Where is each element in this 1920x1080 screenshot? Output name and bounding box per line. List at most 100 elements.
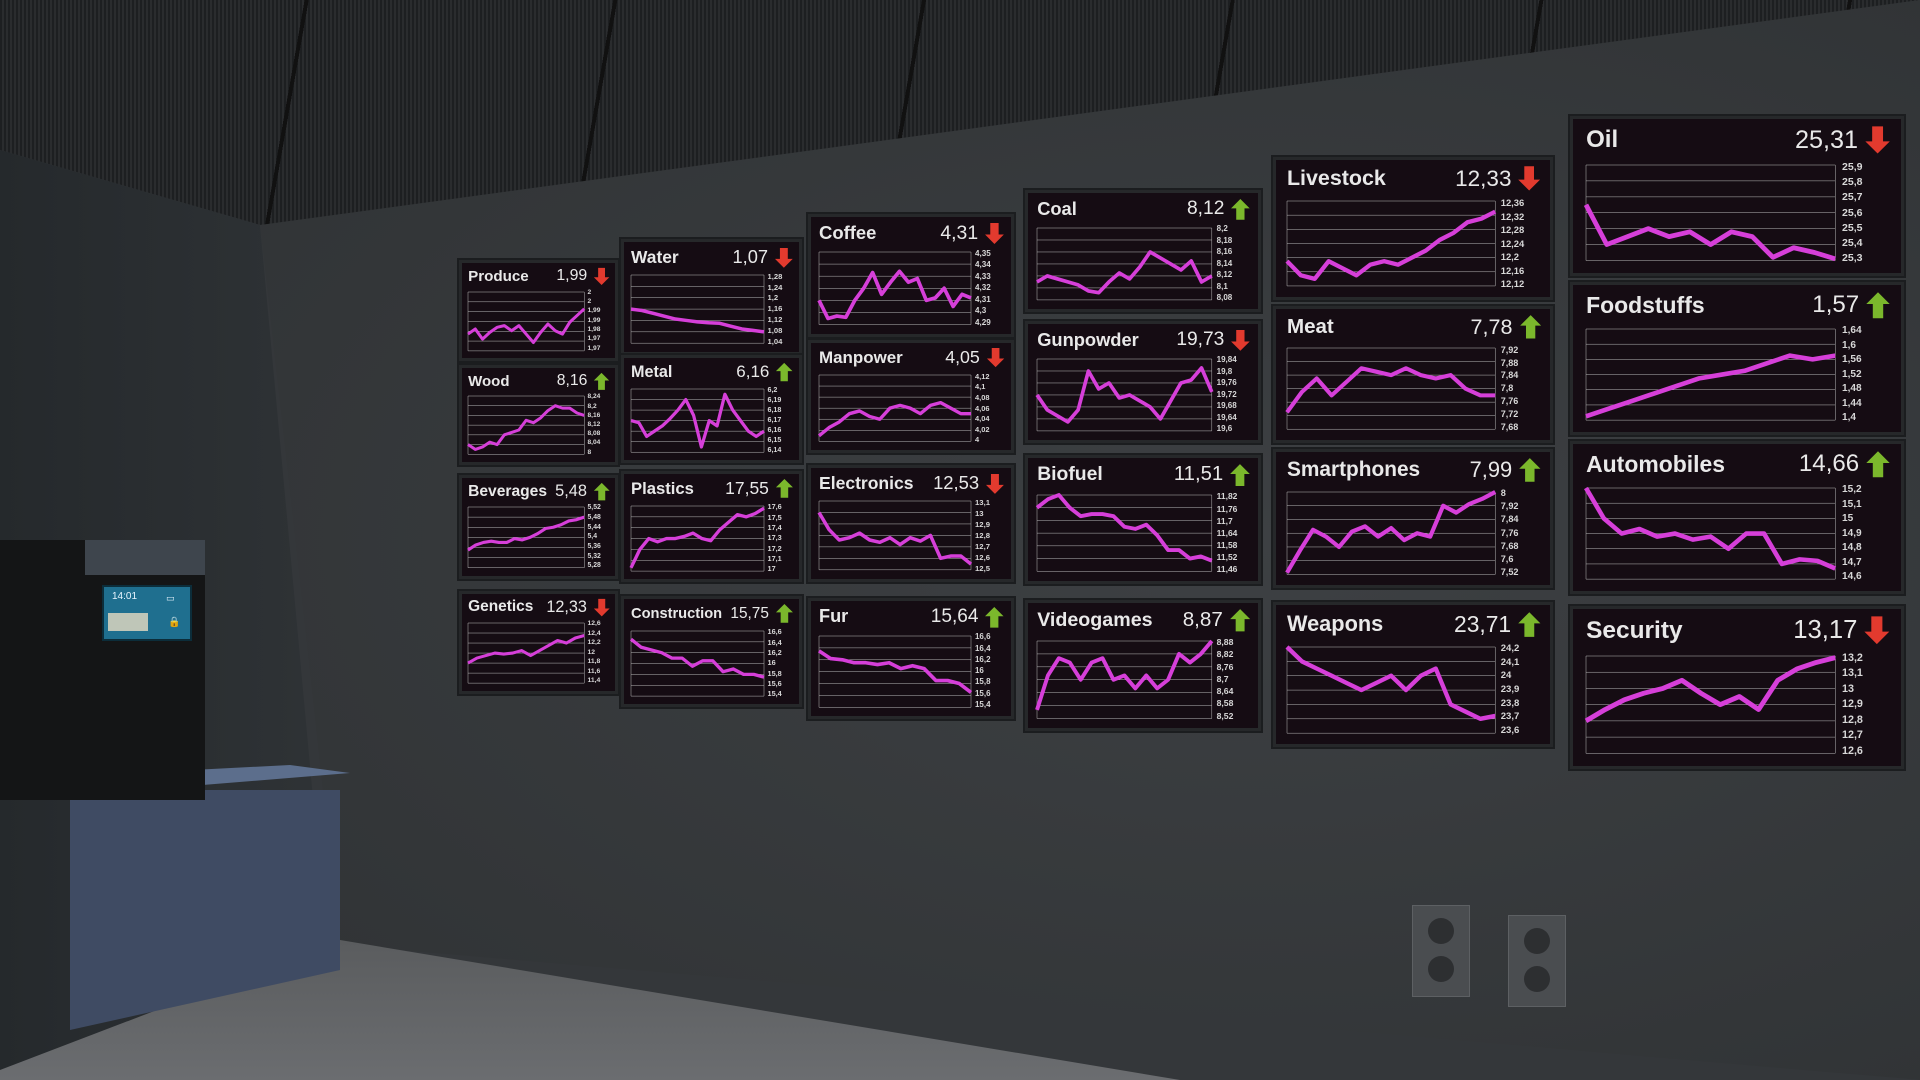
y-tick-label: 7,72 <box>1500 409 1519 420</box>
y-tick-label: 24 <box>1500 670 1512 682</box>
arrow-down-icon <box>1864 616 1890 645</box>
y-axis-ticks: 8,2 8,18 8,16 8,14 8,12 8,1 8,08 <box>1217 225 1254 302</box>
y-tick-label: 4 <box>975 435 980 445</box>
y-tick-label: 7,88 <box>1500 357 1519 368</box>
y-tick-label: 12,4 <box>587 629 601 637</box>
panel-header: Automobiles 14,66 <box>1586 450 1891 479</box>
commodity-name: Water <box>631 246 679 267</box>
y-tick-label: 11,52 <box>1216 551 1238 562</box>
kiosk-screen[interactable]: 14:01 ▭ 🔒 <box>102 585 192 641</box>
price-chart <box>1287 348 1495 429</box>
arrow-down-icon <box>1865 126 1890 154</box>
arrow-up-icon <box>775 604 793 623</box>
arrow-down-icon <box>1518 166 1541 191</box>
panel-header: Wood 8,16 <box>468 372 610 391</box>
arrow-up-icon <box>1231 198 1251 220</box>
commodity-panel-construction: Construction 15,75 16,6 16,4 16,2 16 15,8 15,… <box>621 596 802 707</box>
y-tick-label: 5,44 <box>587 523 601 531</box>
y-tick-label: 12,2 <box>1500 251 1520 263</box>
wall-outlet <box>1508 915 1566 1007</box>
y-tick-label: 13 <box>1841 682 1854 695</box>
y-tick-label: 16,6 <box>975 632 991 642</box>
y-tick-label: 7,68 <box>1500 422 1519 433</box>
price-chart <box>1586 165 1835 260</box>
y-tick-label: 7,92 <box>1500 501 1519 512</box>
price-chart <box>1287 492 1495 574</box>
commodity-price: 12,53 <box>933 472 980 494</box>
kiosk-thumbnail[interactable] <box>108 613 148 631</box>
y-tick-label: 1,56 <box>1841 354 1862 366</box>
commodity-price: 7,99 <box>1469 457 1513 483</box>
arrow-down-icon <box>1231 329 1251 351</box>
y-tick-label: 12,28 <box>1500 224 1525 236</box>
commodity-panel-electronics: Electronics 12,53 13,1 13 12,9 12,8 12,7 12,6… <box>808 465 1014 582</box>
price-line <box>1287 369 1495 413</box>
arrow-down-icon <box>594 267 610 285</box>
price-line <box>468 636 584 664</box>
commodity-name: Weapons <box>1286 611 1384 637</box>
y-axis-ticks: 19,84 19,8 19,76 19,72 19,68 19,64 19,6 <box>1217 356 1254 433</box>
price-line <box>1037 641 1212 710</box>
y-tick-label: 8,76 <box>1216 661 1234 672</box>
price-chart <box>1287 647 1495 733</box>
y-tick-label: 23,9 <box>1500 683 1520 695</box>
arrow-up-icon <box>985 606 1004 628</box>
y-tick-label: 8,52 <box>1216 710 1234 721</box>
y-tick-label: 8,14 <box>1216 258 1233 268</box>
y-axis-ticks: 1,64 1,6 1,56 1,52 1,48 1,44 1,4 <box>1842 326 1894 423</box>
arrow-down-icon <box>593 598 610 617</box>
price-chart <box>819 636 971 707</box>
kiosk-top <box>85 540 205 575</box>
y-axis-ticks: 8,88 8,82 8,76 8,7 8,64 8,58 8,52 <box>1217 638 1254 721</box>
arrow-down-icon <box>986 473 1005 494</box>
panel-header: Fur 15,64 <box>819 606 1005 629</box>
y-tick-label: 1,04 <box>767 336 783 346</box>
commodity-price: 8,16 <box>556 372 588 390</box>
y-tick-label: 16 <box>975 666 984 676</box>
commodity-panel-coffee: Coffee 4,31 4,35 4,34 4,33 4,32 4,31 4,3 4,29 <box>808 214 1014 337</box>
price-chart <box>1037 641 1212 719</box>
y-axis-ticks: 15,2 15,1 15 14,9 14,8 14,7 14,6 <box>1842 485 1894 582</box>
price-chart <box>1037 495 1212 571</box>
y-tick-label: 5,32 <box>587 552 601 560</box>
commodity-name: Manpower <box>819 347 903 367</box>
y-tick-label: 7,92 <box>1500 344 1519 355</box>
arrow-up-icon <box>1866 451 1890 478</box>
price-line <box>631 394 764 447</box>
price-line <box>819 650 971 692</box>
y-axis-ticks: 16,6 16,4 16,2 16 15,8 15,6 15,4 <box>768 628 796 698</box>
commodity-name: Electronics <box>819 472 914 493</box>
lock-icon[interactable]: 🔒 <box>168 617 181 628</box>
price-line <box>1287 647 1495 719</box>
panel-header: Plastics 17,55 <box>631 478 794 499</box>
y-tick-label: 4,12 <box>975 371 990 381</box>
y-tick-label: 11,4 <box>587 677 601 685</box>
y-tick-label: 8,88 <box>1216 637 1234 647</box>
monitor-icon[interactable]: ▭ <box>166 593 175 603</box>
price-line <box>468 518 584 551</box>
price-line <box>631 639 764 677</box>
y-tick-label: 1,16 <box>767 304 783 314</box>
arrow-up-icon <box>1866 292 1890 319</box>
y-tick-label: 15,1 <box>1841 498 1862 510</box>
panel-header: Security 13,17 <box>1586 615 1891 645</box>
y-tick-label: 4,02 <box>975 424 990 434</box>
y-tick-label: 8,64 <box>1216 686 1234 697</box>
y-tick-label: 17,2 <box>767 543 782 553</box>
y-tick-label: 11,58 <box>1216 539 1238 550</box>
y-tick-label: 2 <box>587 297 592 305</box>
y-tick-label: 12,9 <box>1841 698 1863 711</box>
kiosk-terminal[interactable] <box>0 540 205 800</box>
y-axis-ticks: 8 7,92 7,84 7,76 7,68 7,6 7,52 <box>1501 489 1545 577</box>
commodity-name: Videogames <box>1037 608 1153 631</box>
y-axis-ticks: 12,36 12,32 12,28 12,24 12,2 12,16 12,12 <box>1500 198 1545 289</box>
y-tick-label: 7,76 <box>1500 396 1519 407</box>
y-tick-label: 13,2 <box>1841 651 1863 664</box>
commodity-price: 25,31 <box>1794 125 1858 154</box>
commodity-price: 12,33 <box>546 597 587 616</box>
y-tick-label: 19,64 <box>1216 412 1237 422</box>
commodity-price: 23,71 <box>1454 610 1512 637</box>
commodity-panel-fur: Fur 15,64 16,6 16,4 16,2 16 15,8 15,6 15,4 <box>808 598 1014 719</box>
price-chart <box>468 623 584 683</box>
commodity-name: Coffee <box>819 222 877 244</box>
